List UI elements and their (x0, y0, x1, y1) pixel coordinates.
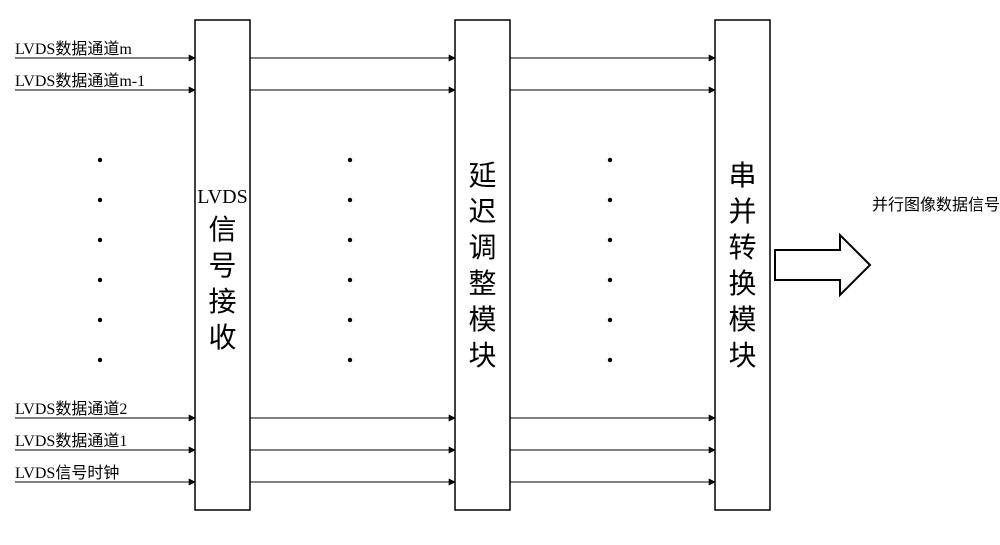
ellipsis-dot (98, 358, 102, 362)
ellipsis-dot (608, 278, 612, 282)
block-label-3: 串并转换模块 (728, 160, 756, 372)
ellipsis-dot (98, 238, 102, 242)
block-label-1: LVDS信号接收 (197, 186, 247, 354)
input-label-1: LVDS数据通道m-1 (15, 72, 145, 90)
output-label: 并行图像数据信号 (872, 196, 1000, 214)
input-label-0: LVDS数据通道m (15, 40, 132, 58)
input-label-3: LVDS数据通道1 (15, 432, 127, 450)
block-2 (455, 20, 510, 510)
input-label-2: LVDS数据通道2 (15, 400, 127, 418)
ellipsis-dot (348, 318, 352, 322)
input-label-4: LVDS信号时钟 (15, 464, 119, 482)
ellipsis-dot (608, 198, 612, 202)
ellipsis-dot (98, 158, 102, 162)
ellipsis-dot (348, 198, 352, 202)
ellipsis-dot (608, 238, 612, 242)
output-arrow (775, 235, 870, 295)
ellipsis-dot (608, 318, 612, 322)
block-label-2: 延迟调整模块 (468, 160, 496, 372)
ellipsis-dot (98, 278, 102, 282)
ellipsis-dot (348, 358, 352, 362)
ellipsis-dot (348, 238, 352, 242)
ellipsis-dot (608, 358, 612, 362)
ellipsis-dot (98, 198, 102, 202)
ellipsis-dot (348, 158, 352, 162)
ellipsis-dot (608, 158, 612, 162)
block-3 (715, 20, 770, 510)
ellipsis-dot (98, 318, 102, 322)
ellipsis-dot (348, 278, 352, 282)
